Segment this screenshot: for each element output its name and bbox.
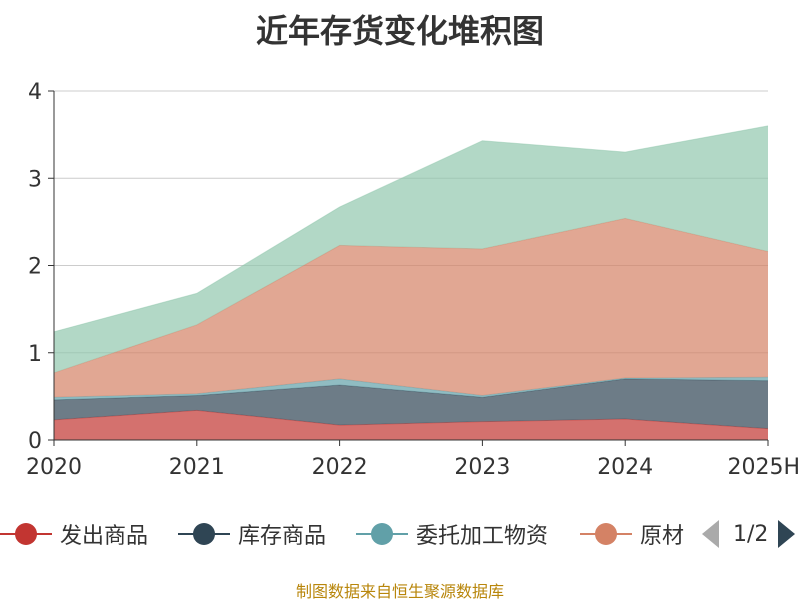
area-series-5 — [54, 125, 768, 373]
x-tick-label: 2022 — [312, 455, 368, 480]
legend-label: 库存商品 — [238, 524, 327, 549]
pager-page-text: 1/2 — [733, 521, 769, 547]
legend-label: 委托加工物资 — [416, 524, 549, 549]
x-tick-label: 2024 — [597, 455, 653, 480]
x-tick-label: 2023 — [454, 455, 510, 480]
chart-legend: 发出商品 库存商品 委托加工物资 原材 — [0, 516, 800, 552]
legend-dot — [193, 523, 215, 545]
legend-item-yuancai[interactable]: 原材 — [580, 516, 684, 552]
legend-dot — [15, 523, 37, 545]
legend-marker-icon — [178, 516, 230, 552]
y-tick-label: 2 — [28, 255, 42, 280]
area-series-line-4 — [53, 217, 769, 374]
y-tick-label: 1 — [28, 342, 42, 367]
area-series-line-5 — [53, 125, 769, 333]
x-tick-label: 2020 — [26, 455, 82, 480]
y-tick-label: 3 — [28, 167, 42, 192]
x-tick-label: 2021 — [169, 455, 225, 480]
y-tick-label: 4 — [28, 80, 42, 105]
data-source-note: 制图数据来自恒生聚源数据库 — [295, 582, 504, 601]
legend-pager: 1/2 — [696, 516, 800, 552]
pager-next-icon[interactable] — [778, 520, 796, 548]
chart-title: 近年存货变化堆积图 — [255, 12, 544, 50]
legend-dot — [371, 523, 393, 545]
legend-label: 原材 — [640, 524, 685, 549]
area-series-4 — [54, 218, 768, 398]
legend-marker-icon — [580, 516, 632, 552]
legend-label: 发出商品 — [60, 524, 149, 549]
area-series-1 — [54, 410, 768, 440]
legend-dot — [595, 523, 617, 545]
x-tick-label: 2025H — [727, 455, 800, 480]
legend-item-weituo[interactable]: 委托加工物资 — [356, 516, 548, 552]
legend-item-kucun[interactable]: 库存商品 — [178, 516, 326, 552]
pager-prev-icon[interactable] — [702, 520, 719, 548]
legend-marker-icon — [356, 516, 408, 552]
area-series-2 — [54, 378, 768, 429]
y-tick-label: 0 — [28, 429, 42, 454]
legend-marker-icon — [0, 516, 52, 552]
legend-item-fachu[interactable]: 发出商品 — [0, 516, 148, 552]
